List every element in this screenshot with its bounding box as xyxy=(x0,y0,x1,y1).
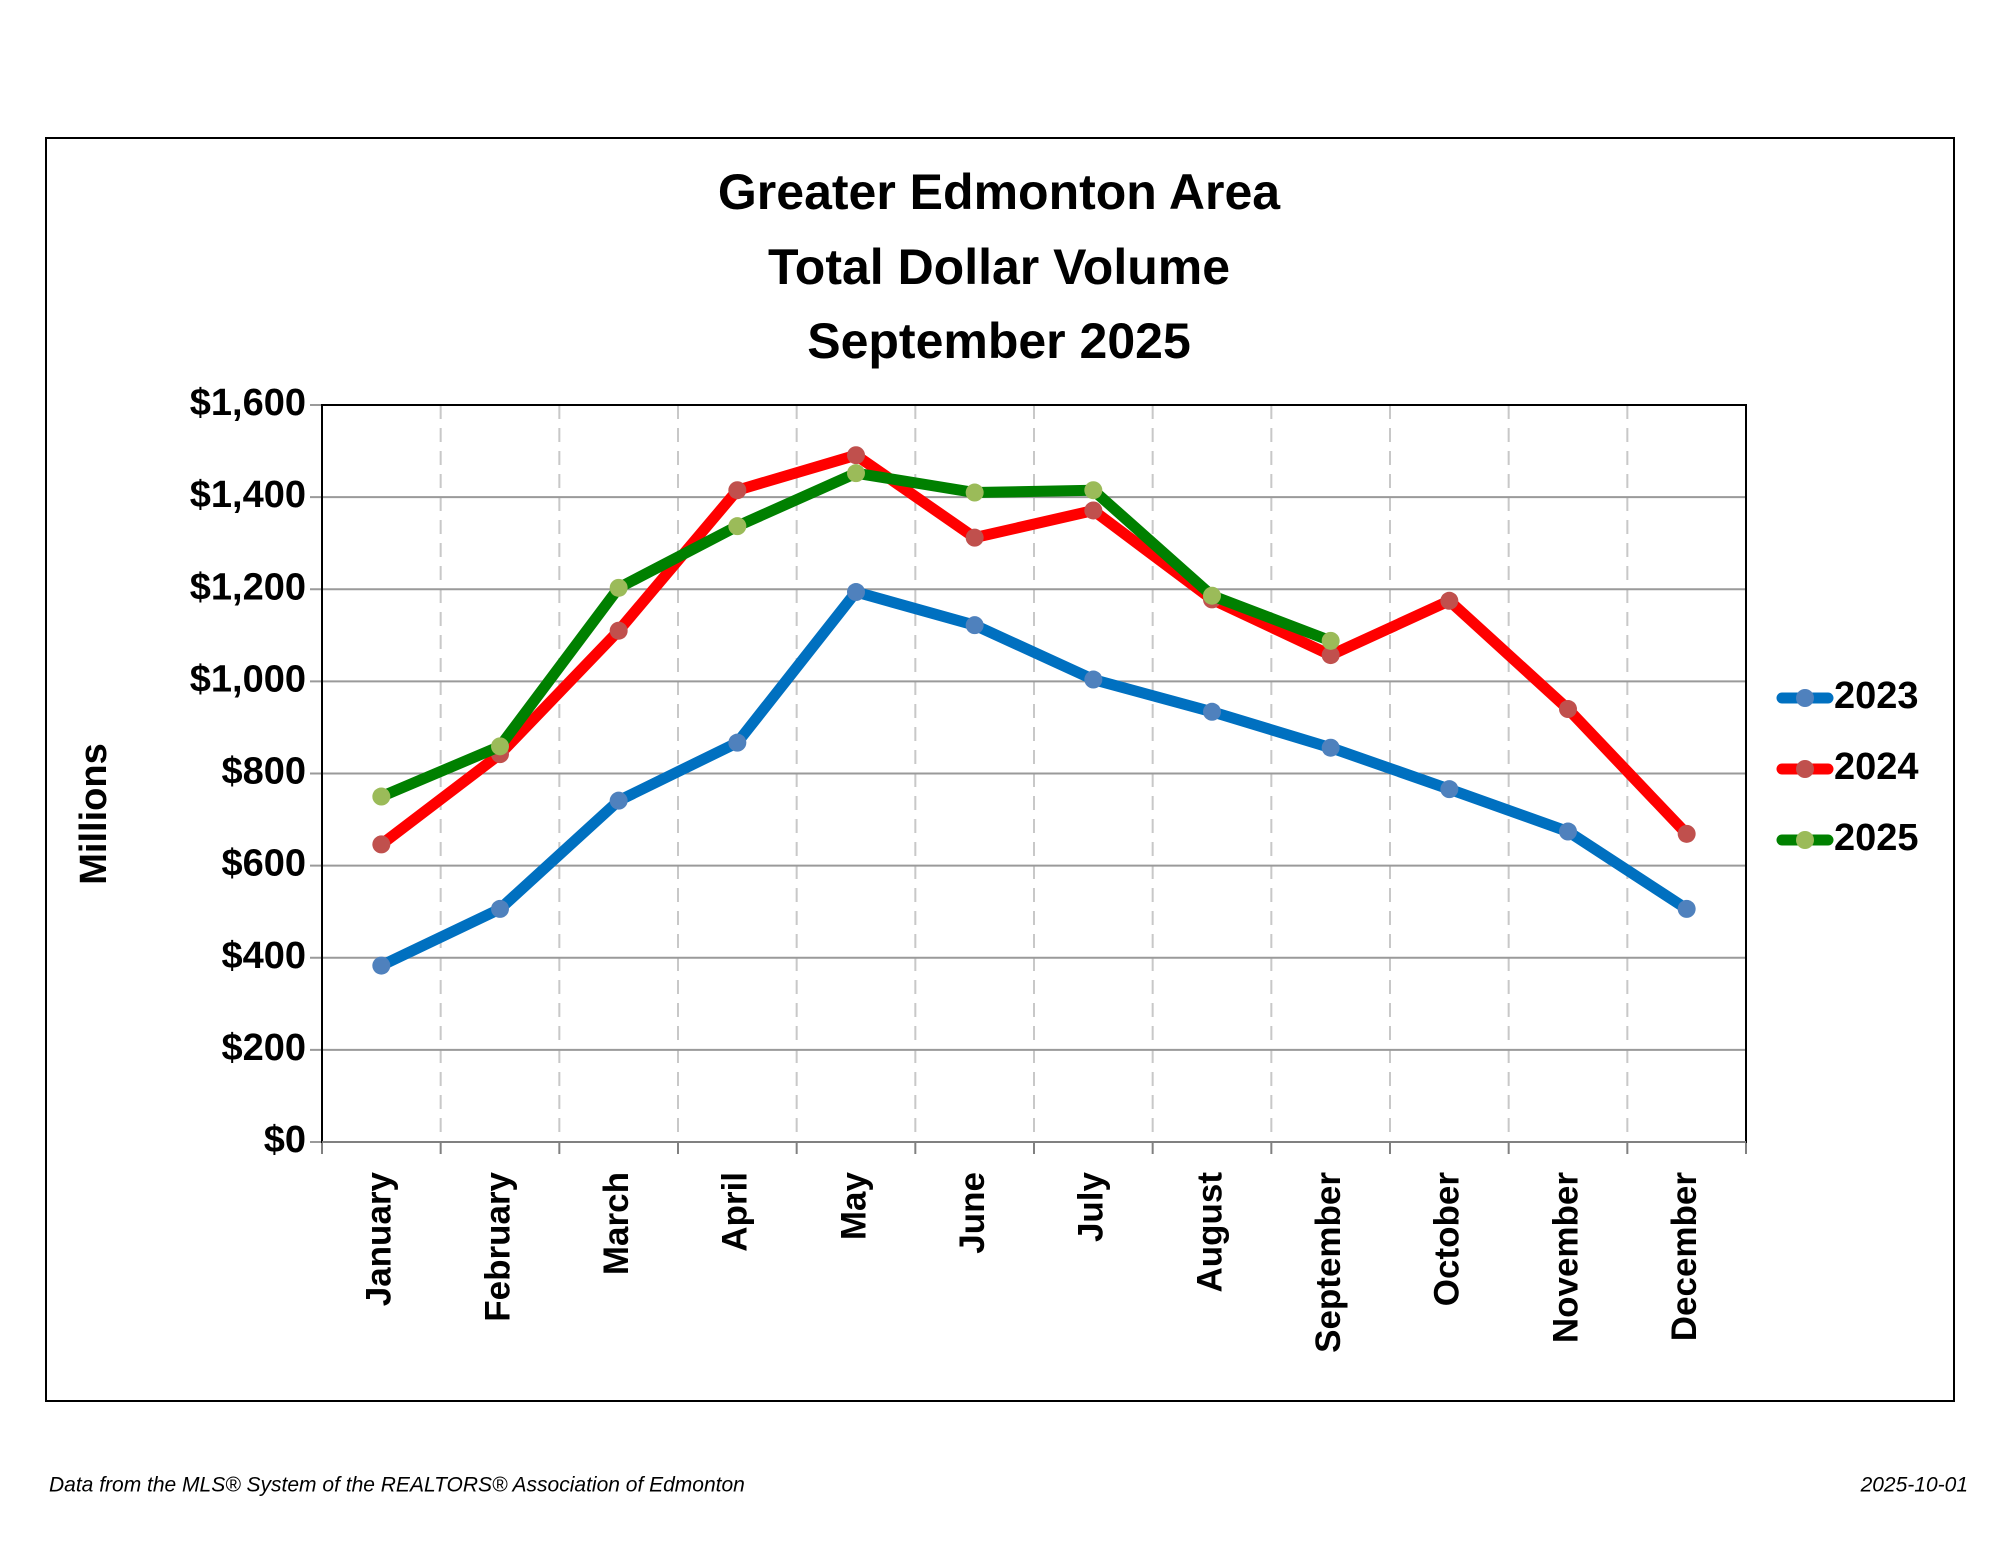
x-tick-label: November xyxy=(1546,1172,1585,1344)
x-tick-label: June xyxy=(953,1172,992,1254)
data-point xyxy=(609,621,628,640)
series-line xyxy=(375,586,1693,972)
x-tick-label: March xyxy=(597,1172,636,1275)
x-tick-label: December xyxy=(1665,1172,1704,1342)
y-tick-label: $1,400 xyxy=(190,474,306,516)
x-tick-label: February xyxy=(478,1171,517,1321)
data-point xyxy=(1440,591,1459,610)
series-line xyxy=(375,449,1693,850)
x-tick-label: September xyxy=(1309,1172,1348,1353)
y-tick-label: $0 xyxy=(264,1119,306,1161)
data-point xyxy=(1321,738,1340,757)
chart-title: Total Dollar Volume xyxy=(768,239,1230,295)
data-point xyxy=(491,737,509,756)
data-point xyxy=(609,578,628,597)
legend-marker xyxy=(1796,689,1814,707)
data-point xyxy=(728,481,747,500)
y-axis-label: Millions xyxy=(73,743,115,884)
chart-title: Greater Edmonton Area xyxy=(718,164,1281,220)
data-point xyxy=(1321,631,1340,650)
x-tick-label: January xyxy=(360,1171,399,1306)
data-point xyxy=(1677,899,1696,918)
data-point xyxy=(491,899,509,918)
y-tick-label: $600 xyxy=(221,843,306,885)
data-point xyxy=(965,528,984,547)
y-tick-label: $1,000 xyxy=(190,658,306,700)
data-point xyxy=(965,616,984,635)
y-tick-label: $1,600 xyxy=(190,382,306,424)
data-point xyxy=(1084,670,1103,689)
legend-label: 2024 xyxy=(1834,746,1919,788)
data-point xyxy=(372,956,391,975)
data-point xyxy=(609,791,628,810)
data-point xyxy=(372,787,391,806)
data-point xyxy=(1677,824,1696,843)
legend-marker xyxy=(1796,831,1814,849)
x-tick-label: May xyxy=(834,1171,873,1240)
legend-marker xyxy=(1796,760,1814,778)
y-tick-label: $1,200 xyxy=(190,566,306,608)
y-tick-label: $200 xyxy=(221,1027,306,1069)
y-tick-label: $800 xyxy=(221,751,306,793)
footer-source: Data from the MLS® System of the REALTOR… xyxy=(49,1474,745,1497)
data-point xyxy=(965,483,984,502)
data-point xyxy=(1559,822,1577,841)
legend-label: 2023 xyxy=(1834,675,1919,717)
chart-title: September 2025 xyxy=(807,313,1191,369)
footer-date: 2025-10-01 xyxy=(1860,1474,1968,1497)
data-point xyxy=(1084,501,1103,520)
data-point xyxy=(372,835,391,854)
data-point xyxy=(847,446,865,465)
data-point xyxy=(1084,481,1103,500)
legend-label: 2025 xyxy=(1834,817,1919,859)
y-tick-label: $400 xyxy=(221,935,306,977)
data-point xyxy=(728,733,747,752)
data-point xyxy=(847,583,865,602)
x-tick-label: October xyxy=(1428,1172,1467,1307)
x-tick-label: July xyxy=(1072,1171,1111,1242)
data-point xyxy=(1203,586,1221,605)
data-point xyxy=(1440,780,1459,799)
data-point xyxy=(728,517,747,536)
x-tick-label: August xyxy=(1190,1172,1229,1293)
data-point xyxy=(847,464,865,483)
data-point xyxy=(1203,702,1221,721)
data-point xyxy=(1559,700,1577,719)
data-point xyxy=(1321,646,1340,665)
x-tick-label: April xyxy=(716,1172,755,1252)
